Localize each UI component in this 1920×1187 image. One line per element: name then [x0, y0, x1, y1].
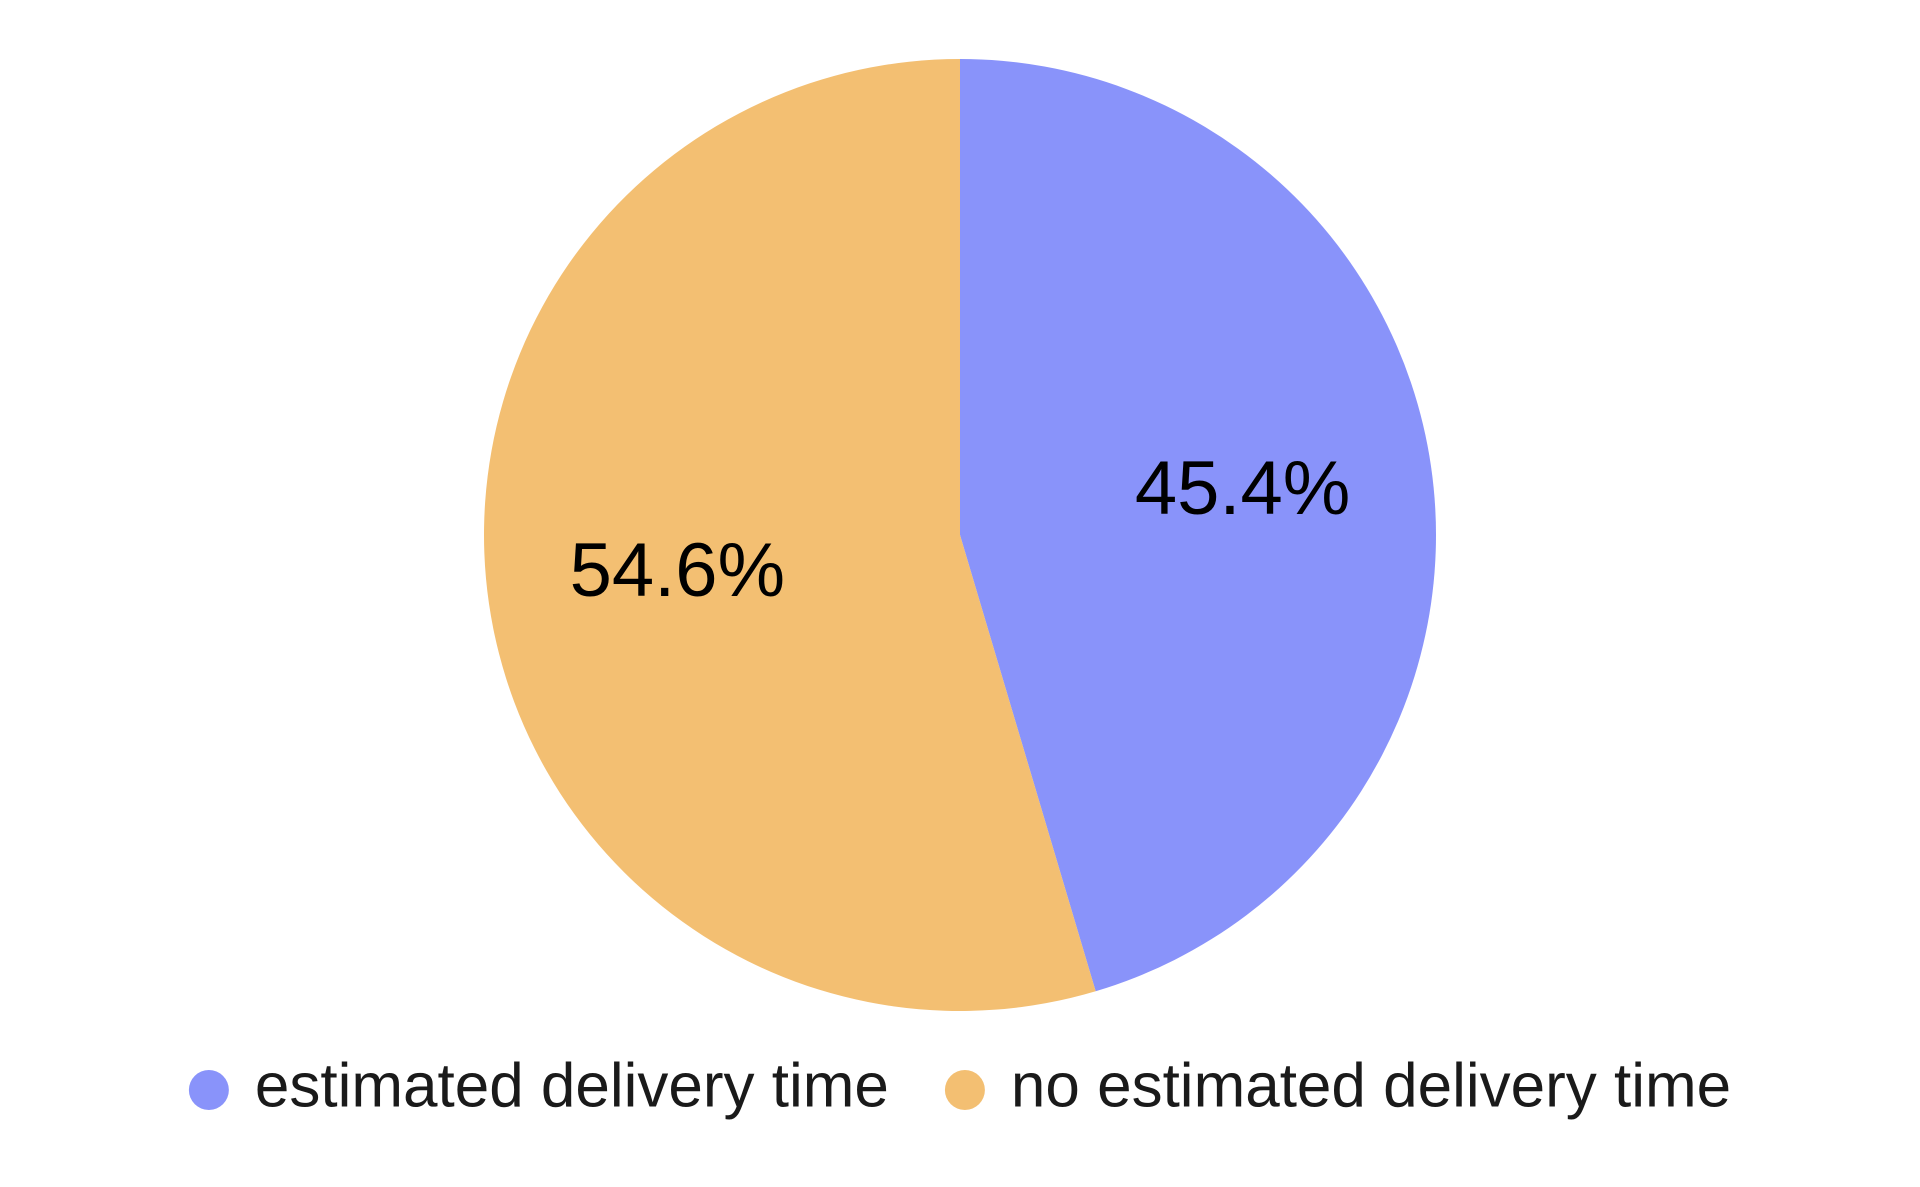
legend-label: estimated delivery time	[255, 1051, 889, 1120]
legend-label: no estimated delivery time	[1011, 1051, 1731, 1120]
value-label: 45.4%	[1135, 446, 1351, 531]
legend: estimated delivery time no estimated deli…	[188, 1051, 1731, 1120]
pie-slice	[484, 59, 1096, 1012]
legend-marker	[944, 1070, 985, 1110]
value-label: 54.6%	[570, 528, 786, 613]
pie-slice	[960, 59, 1437, 992]
legend-marker	[188, 1070, 229, 1110]
